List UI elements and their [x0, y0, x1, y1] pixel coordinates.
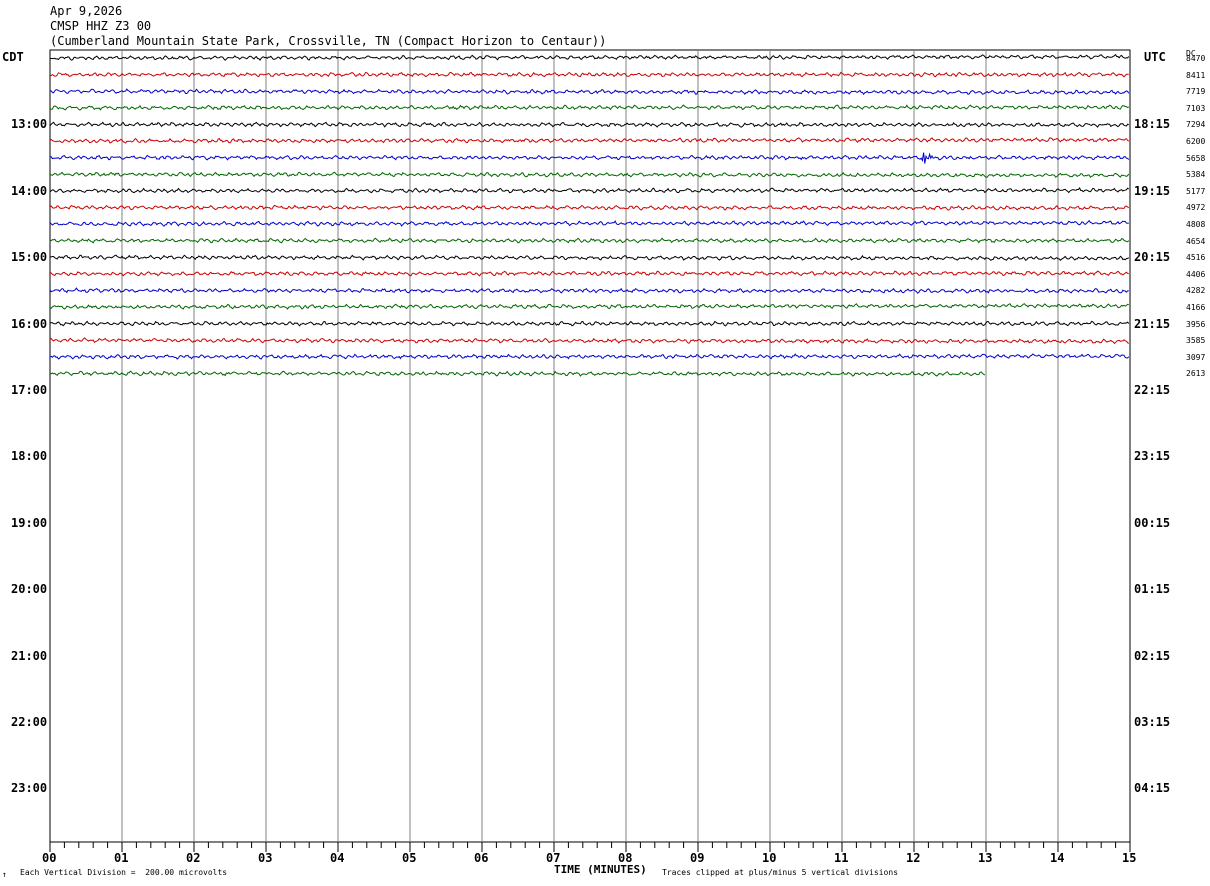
dc-offset-label: 3097: [1186, 352, 1206, 362]
seismic-trace: [49, 104, 1130, 111]
left-hour-label: 22:00: [11, 715, 48, 729]
dc-offset-label: 4166: [1186, 303, 1206, 312]
right-hour-label: 02:15: [1134, 648, 1171, 663]
dc-offset-label: 3585: [1186, 336, 1206, 346]
dc-offset-label: 5384: [1186, 170, 1206, 180]
right-axis-label: UTC: [1144, 50, 1166, 64]
right-hour-label: 23:15: [1134, 449, 1171, 464]
x-tick-label: 08: [618, 851, 633, 865]
left-hour-label: 15:00: [11, 250, 48, 265]
left-hour-label: 20:00: [11, 582, 48, 597]
seismic-trace: [49, 303, 1129, 310]
right-hour-label: 04:15: [1134, 781, 1171, 796]
seismic-trace: [49, 121, 1129, 128]
x-tick-label: 13: [978, 851, 993, 865]
left-hour-label: 17:00: [11, 383, 48, 397]
left-axis-label: CDT: [2, 50, 24, 64]
left-hour-label: 19:00: [11, 515, 48, 530]
seismic-trace: [49, 187, 1130, 194]
dc-offset-label: 3956: [1186, 319, 1206, 329]
x-tick-label: 12: [906, 851, 921, 865]
seismic-trace: [49, 53, 1130, 61]
seismic-trace: [49, 204, 1130, 211]
seismic-trace: [49, 219, 1129, 227]
dc-offset-label: 8411: [1186, 70, 1206, 80]
dc-offset-label: 4972: [1186, 203, 1206, 213]
seismic-trace: [49, 152, 1130, 164]
corner-mark: ↑: [2, 870, 7, 879]
right-hour-label: 00:15: [1134, 515, 1171, 530]
right-hour-label: 21:15: [1134, 316, 1171, 331]
right-hour-label: 22:15: [1134, 383, 1171, 397]
x-tick-label: 06: [474, 851, 489, 865]
left-hour-label: 14:00: [11, 183, 48, 198]
seismic-trace: [49, 137, 1129, 144]
x-tick-label: 14: [1050, 851, 1065, 865]
seismic-trace: [49, 71, 1129, 78]
x-tick-label: 11: [834, 851, 849, 865]
dc-offset-label: 4406: [1186, 269, 1206, 279]
seismic-trace: [49, 337, 1130, 345]
x-tick-label: 05: [402, 851, 417, 865]
dc-offset-label: 7103: [1186, 103, 1206, 113]
x-tick-label: 03: [258, 851, 273, 865]
dc-label: DC: [1186, 49, 1196, 58]
left-hour-label: 21:00: [11, 648, 48, 663]
right-hour-label: 03:15: [1134, 715, 1171, 729]
right-hour-label: 19:15: [1134, 183, 1171, 198]
seismic-trace: [49, 88, 1130, 96]
seismic-trace: [49, 237, 1130, 244]
seismic-trace: [49, 270, 1129, 277]
dc-offset-label: 4516: [1186, 253, 1206, 263]
x-tick-label: 01: [114, 851, 129, 865]
dc-offset-label: 4282: [1186, 286, 1206, 296]
dc-offset-label: 5177: [1186, 186, 1206, 196]
x-axis-title: TIME (MINUTES): [554, 863, 647, 876]
x-tick-label: 07: [546, 851, 561, 865]
station-name: CMSP HHZ Z3 00: [50, 19, 152, 33]
clip-note: Traces clipped at plus/minus 5 vertical …: [662, 868, 899, 877]
x-tick-label: 00: [42, 851, 57, 865]
left-hour-label: 16:00: [11, 316, 48, 331]
dc-offset-label: 5658: [1186, 153, 1206, 163]
plot-frame: [49, 49, 1131, 843]
left-hour-label: 13:00: [11, 117, 48, 132]
dc-offset-label: 2613: [1186, 369, 1206, 379]
seismic-trace: [49, 320, 1130, 327]
seismic-trace: [49, 287, 1129, 294]
left-hour-label: 18:00: [11, 449, 48, 464]
x-tick-label: 10: [762, 851, 777, 865]
x-tick-label: 15: [1122, 851, 1137, 865]
dc-offset-label: 7719: [1186, 87, 1206, 97]
right-hour-label: 20:15: [1134, 250, 1171, 265]
station-location: (Cumberland Mountain State Park, Crossvi…: [50, 34, 607, 48]
plot-date: Apr 9,2026: [50, 4, 123, 18]
seismic-trace: [49, 370, 986, 377]
left-hour-label: 23:00: [11, 781, 48, 796]
x-tick-label: 04: [330, 851, 345, 865]
x-tick-label: 02: [186, 851, 201, 865]
seismic-trace: [49, 254, 1130, 262]
right-hour-label: 18:15: [1134, 117, 1171, 132]
dc-offset-label: 4808: [1186, 220, 1206, 229]
dc-offset-label: 4654: [1186, 236, 1206, 246]
dc-offset-label: 7294: [1186, 120, 1206, 130]
dc-offset-label: 6200: [1186, 137, 1206, 146]
dc-offset-label: 8470: [1186, 54, 1206, 63]
right-hour-label: 01:15: [1134, 582, 1171, 597]
scale-note: Each Vertical Division = 200.00 microvol…: [20, 868, 228, 877]
x-tick-label: 09: [690, 851, 705, 865]
seismic-trace: [49, 353, 1130, 360]
seismic-trace: [49, 171, 1130, 178]
